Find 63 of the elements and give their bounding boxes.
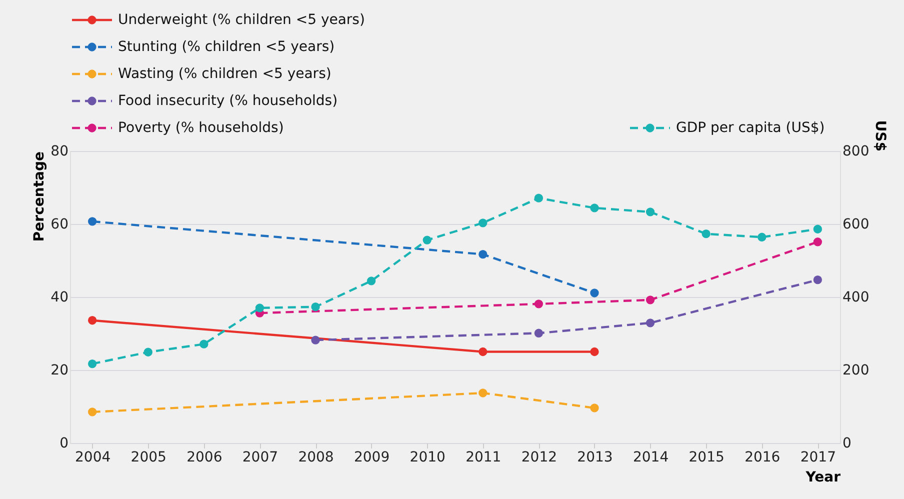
x-tick-label: 2015 bbox=[688, 450, 724, 466]
point bbox=[478, 218, 488, 228]
point bbox=[590, 288, 599, 298]
y2-axis-title: US$ bbox=[872, 120, 888, 152]
y2-tick-label: 800 bbox=[842, 144, 870, 160]
point bbox=[813, 238, 822, 246]
y-tick-label: 20 bbox=[50, 362, 68, 378]
point bbox=[813, 276, 822, 284]
y-tick-label: 60 bbox=[50, 216, 68, 232]
legend-label: Wasting (% children <5 years) bbox=[118, 66, 332, 82]
point bbox=[758, 232, 766, 242]
x-tick-label: 2016 bbox=[744, 450, 780, 466]
x-tick-label: 2010 bbox=[410, 450, 446, 466]
point bbox=[590, 404, 599, 412]
point bbox=[478, 250, 488, 259]
point bbox=[311, 336, 320, 344]
y2-tick-label: 600 bbox=[842, 216, 870, 232]
point bbox=[702, 230, 710, 238]
point bbox=[646, 318, 655, 328]
legend-label: Poverty (% households) bbox=[118, 120, 284, 136]
point bbox=[422, 236, 432, 244]
x-tick-label: 2005 bbox=[130, 450, 166, 466]
legend-label: Stunting (% children <5 years) bbox=[118, 39, 335, 55]
x-tick-label: 2009 bbox=[354, 450, 390, 466]
point bbox=[534, 300, 544, 308]
x-tick-label: 2006 bbox=[186, 450, 222, 466]
point bbox=[813, 224, 822, 234]
point bbox=[534, 328, 544, 338]
legend-label: Underweight (% children <5 years) bbox=[118, 12, 365, 28]
point bbox=[478, 388, 488, 398]
x-axis-title: Year bbox=[804, 470, 841, 486]
x-tick-label: 2011 bbox=[466, 450, 502, 466]
y2-tick-label: 200 bbox=[842, 362, 870, 378]
point bbox=[590, 347, 599, 356]
y2-tick-label: 400 bbox=[842, 290, 870, 306]
point bbox=[144, 348, 152, 356]
x-tick-label: 2012 bbox=[521, 450, 558, 466]
point bbox=[88, 359, 97, 368]
point bbox=[366, 276, 376, 286]
point bbox=[478, 347, 488, 356]
x-tick-label: 2014 bbox=[632, 450, 669, 466]
point bbox=[88, 316, 97, 325]
legend-label: Food insecurity (% households) bbox=[118, 93, 338, 109]
x-tick-label: 2013 bbox=[577, 450, 613, 466]
y-tick-label: 80 bbox=[50, 144, 68, 160]
point bbox=[200, 340, 208, 348]
x-tick-label: 2004 bbox=[75, 450, 111, 466]
point bbox=[534, 194, 544, 202]
x-tick-label: 2007 bbox=[242, 450, 278, 466]
point bbox=[88, 217, 97, 226]
legend-label: GDP per capita (US$) bbox=[676, 120, 825, 136]
point bbox=[590, 204, 599, 212]
point bbox=[255, 304, 264, 312]
y-tick-label: 40 bbox=[50, 290, 68, 306]
point bbox=[88, 408, 97, 416]
x-tick-label: 2008 bbox=[298, 450, 334, 466]
point bbox=[646, 296, 655, 304]
point bbox=[311, 302, 320, 312]
point bbox=[646, 208, 655, 216]
y-axis-title: Percentage bbox=[32, 152, 48, 242]
y2-tick-label: 0 bbox=[842, 436, 852, 452]
y-tick-label: 0 bbox=[60, 436, 68, 452]
x-tick-label: 2017 bbox=[800, 450, 836, 466]
